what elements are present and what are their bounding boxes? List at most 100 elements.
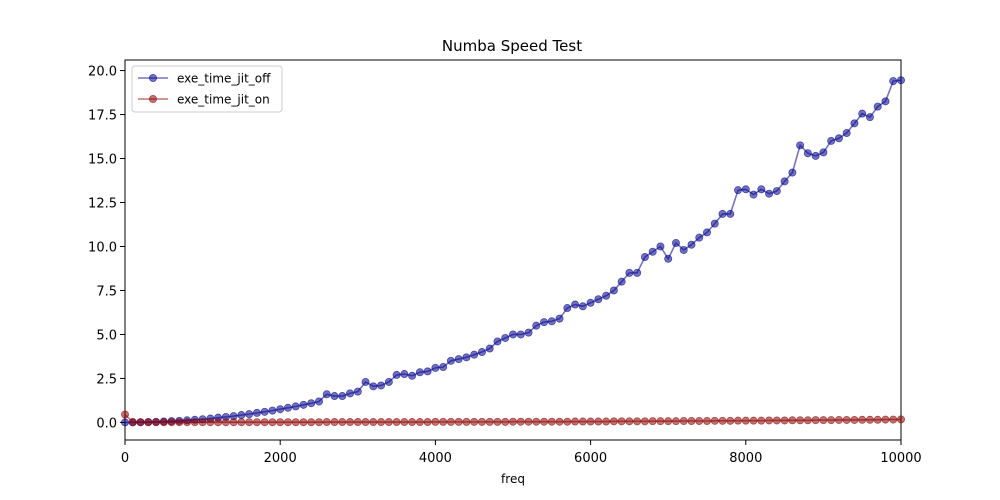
legend-item: exe_time_jit_off (138, 72, 271, 86)
data-point (834, 134, 843, 143)
data-point (361, 377, 370, 386)
data-point (346, 389, 355, 398)
data-point (765, 189, 774, 198)
data-point (268, 418, 277, 427)
series-layer (121, 76, 906, 427)
data-point (703, 228, 712, 237)
data-point (384, 377, 393, 386)
data-point (602, 291, 611, 300)
data-point (392, 418, 401, 427)
data-point (493, 337, 502, 346)
data-point (540, 318, 549, 327)
data-point (477, 348, 486, 357)
y-tick-label: 20.0 (88, 65, 117, 80)
data-point (710, 416, 719, 425)
y-tick-label: 10.0 (88, 240, 117, 255)
data-point (609, 417, 618, 426)
data-point (237, 411, 246, 420)
data-point (423, 367, 432, 376)
data-point (625, 268, 634, 277)
data-point (796, 141, 805, 150)
data-point (408, 418, 417, 427)
data-point (881, 415, 890, 424)
data-point (144, 418, 153, 427)
data-point (648, 247, 657, 256)
data-point (121, 410, 130, 419)
data-point (283, 418, 292, 427)
data-point (377, 381, 386, 390)
x-tick-label: 4000 (419, 451, 452, 466)
data-point (586, 417, 595, 426)
x-tick-label: 8000 (729, 451, 762, 466)
data-point (237, 418, 246, 427)
data-point (276, 405, 285, 414)
data-point (757, 416, 766, 425)
data-point (633, 268, 642, 277)
data-point (897, 415, 906, 424)
y-tick-label: 5.0 (96, 328, 117, 343)
data-point (594, 417, 603, 426)
data-point (671, 417, 680, 426)
data-point (842, 129, 851, 138)
data-point (501, 333, 510, 342)
x-tick-label: 6000 (574, 451, 607, 466)
data-point (664, 254, 673, 263)
data-point (687, 240, 696, 249)
data-point (819, 416, 828, 425)
data-point (446, 356, 455, 365)
data-point (718, 416, 727, 425)
data-point (307, 418, 316, 427)
legend-swatch-marker (148, 74, 157, 83)
data-point (532, 417, 541, 426)
data-point (330, 418, 339, 427)
series-exe_time_jit_on (121, 410, 906, 427)
data-point (547, 317, 556, 326)
axes-frame (124, 59, 902, 441)
data-point (400, 418, 409, 427)
data-point (788, 416, 797, 425)
data-point (462, 417, 471, 426)
data-point (656, 417, 665, 426)
data-point (229, 418, 238, 427)
data-point (268, 406, 277, 415)
data-point (346, 418, 355, 427)
data-point (291, 418, 300, 427)
data-point (152, 418, 161, 427)
data-point (749, 416, 758, 425)
data-point (811, 416, 820, 425)
x-tick-label: 0 (121, 451, 129, 466)
data-point (571, 417, 580, 426)
y-tick-label: 2.5 (96, 372, 117, 387)
data-point (897, 76, 906, 85)
data-point (252, 408, 261, 417)
data-point (726, 209, 735, 218)
data-point (881, 97, 890, 106)
data-point (695, 233, 704, 242)
data-point (594, 295, 603, 304)
data-point (384, 418, 393, 427)
data-point (555, 314, 564, 323)
data-point (703, 416, 712, 425)
data-point (656, 242, 665, 251)
data-point (718, 209, 727, 218)
data-point (741, 185, 750, 194)
data-point (400, 370, 409, 379)
data-point (322, 418, 331, 427)
data-point (858, 109, 867, 118)
data-point (470, 417, 479, 426)
y-tick-label: 15.0 (88, 153, 117, 168)
data-point (757, 185, 766, 194)
data-point (671, 238, 680, 247)
data-point (524, 328, 533, 337)
data-point (850, 119, 859, 128)
data-point (571, 300, 580, 309)
data-point (276, 418, 285, 427)
data-point (796, 416, 805, 425)
legend-label: exe_time_jit_on (177, 93, 270, 107)
data-point (842, 415, 851, 424)
data-point (361, 418, 370, 427)
data-point (540, 417, 549, 426)
data-point (734, 186, 743, 195)
data-point (865, 415, 874, 424)
data-point (167, 418, 176, 427)
